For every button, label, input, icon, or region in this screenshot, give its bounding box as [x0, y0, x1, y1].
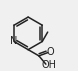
Text: N: N — [10, 36, 18, 47]
Text: OH: OH — [41, 60, 56, 70]
Text: O: O — [46, 47, 54, 57]
